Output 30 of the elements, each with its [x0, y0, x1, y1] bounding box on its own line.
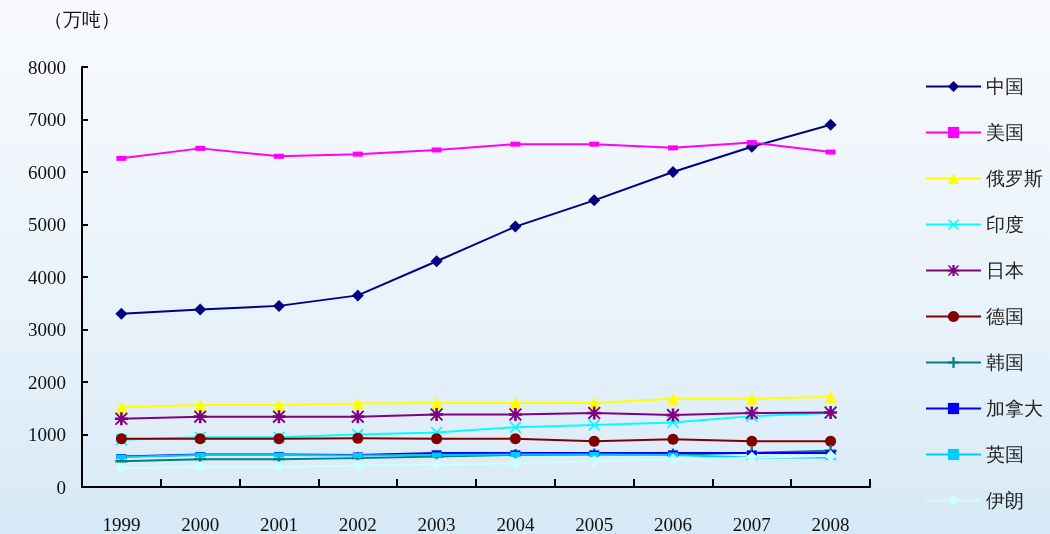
x-tick-label: 2003	[417, 514, 456, 534]
legend-label: 德国	[986, 306, 1024, 327]
y-axis-title: （万吨）	[44, 9, 120, 30]
y-tick-label: 5000	[28, 214, 66, 235]
y-tick-label: 7000	[28, 109, 66, 130]
x-tick-label: 2005	[575, 514, 614, 534]
x-tick-label: 1999	[102, 514, 141, 534]
x-tick-label: 2006	[654, 514, 692, 534]
x-tick-label: 2004	[496, 514, 535, 534]
legend-label: 美国	[986, 122, 1024, 143]
y-tick-label: 0	[56, 476, 66, 498]
y-tick-label: 2000	[28, 371, 66, 393]
y-tick-label: 3000	[28, 319, 66, 340]
x-tick-label: 2002	[338, 514, 377, 534]
legend-label: 韩国	[986, 352, 1024, 373]
legend-label: 日本	[986, 260, 1024, 281]
y-tick-label: 6000	[28, 161, 66, 183]
legend-label: 俄罗斯	[986, 168, 1043, 189]
legend-label: 伊朗	[986, 490, 1024, 511]
y-tick-label: 4000	[28, 266, 66, 288]
y-tick-label: 1000	[28, 424, 66, 445]
y-tick-label: 8000	[28, 56, 66, 78]
x-tick-label: 2008	[811, 514, 850, 534]
legend-label: 印度	[986, 214, 1024, 235]
legend-label: 加拿大	[986, 398, 1043, 419]
legend-label: 英国	[986, 444, 1024, 465]
x-tick-label: 2001	[260, 514, 298, 534]
x-tick-label: 2007	[732, 514, 771, 534]
legend-label: 中国	[986, 76, 1024, 97]
x-tick-label: 2000	[181, 514, 220, 534]
